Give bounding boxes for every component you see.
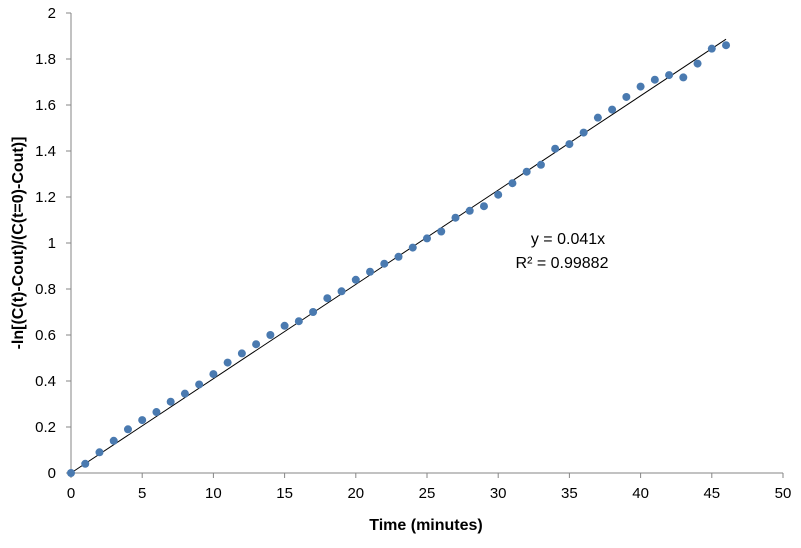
data-points [67,41,731,477]
y-tick-label: 1.2 [35,189,56,206]
data-point [266,331,275,339]
data-point [366,267,375,276]
data-point [593,113,602,122]
data-point [223,358,232,367]
y-tick-label: 1.6 [35,97,56,114]
data-point [508,179,517,188]
x-tick-label: 10 [205,485,222,502]
x-tick-label: 25 [419,485,436,502]
y-tick-label: 0 [48,465,56,482]
data-point [423,234,431,243]
data-point [536,160,545,169]
data-point [152,408,161,417]
data-point [494,190,503,199]
data-point [209,370,218,379]
data-point [394,252,403,261]
x-tick-label: 15 [276,485,293,502]
trendline-equation: y = 0.041x [531,231,605,248]
data-point [323,294,332,303]
data-point [109,436,118,445]
r-squared-label: R² = 0.99882 [516,255,609,272]
x-tick-label: 0 [67,485,75,502]
data-point [252,340,261,349]
data-point [166,397,175,406]
y-tick-label: 0.4 [35,373,56,390]
y-tick-label: 1 [48,235,56,252]
x-tick-label: 45 [703,485,720,502]
x-tick-label: 5 [138,485,146,502]
y-tick-label: 0.8 [35,281,56,298]
data-point [195,380,204,389]
data-point [707,44,716,53]
data-point [408,243,417,252]
y-tick-label: 1.8 [35,51,56,68]
y-axis-title: -ln[(C(t)-Cout)/(C(t=0)-Cout)] [10,137,27,350]
data-point [380,259,389,268]
data-point [636,82,645,91]
x-tick-label: 30 [490,485,507,502]
data-point [451,213,460,222]
x-tick-label: 35 [561,485,578,502]
x-tick-label: 50 [775,485,792,502]
data-point [237,349,246,358]
axes: 0 5 10 15 20 25 30 35 40 45 50 0 0.2 0.4 0.6 0.8 1 1.2 1.4… [35,5,791,502]
y-tick-label: 2 [48,5,56,22]
data-point [95,448,104,457]
data-point [551,144,560,153]
data-point [309,308,318,316]
data-point [81,459,90,468]
data-point [294,317,303,326]
data-point [465,206,474,215]
data-point [138,416,147,425]
data-point [650,75,659,84]
x-tick-label: 20 [347,485,364,502]
data-point [437,227,446,236]
data-point [180,389,189,398]
data-point [337,287,346,296]
y-tick-label: 0.6 [35,327,56,344]
data-point [722,41,731,50]
data-point [479,202,488,211]
data-point [622,92,631,101]
data-point [665,71,674,80]
x-axis-title: Time (minutes) [369,517,483,534]
data-point [522,167,531,176]
y-tick-label: 0.2 [35,419,56,436]
data-point [280,321,289,330]
data-point [579,128,588,137]
data-point [123,425,132,434]
data-point [608,105,617,114]
data-point [67,469,75,477]
x-tick-label: 40 [632,485,649,502]
data-point [565,140,574,149]
data-point [693,59,702,68]
y-tick-label: 1.4 [35,143,56,160]
data-point [351,275,360,284]
data-point [679,73,688,82]
